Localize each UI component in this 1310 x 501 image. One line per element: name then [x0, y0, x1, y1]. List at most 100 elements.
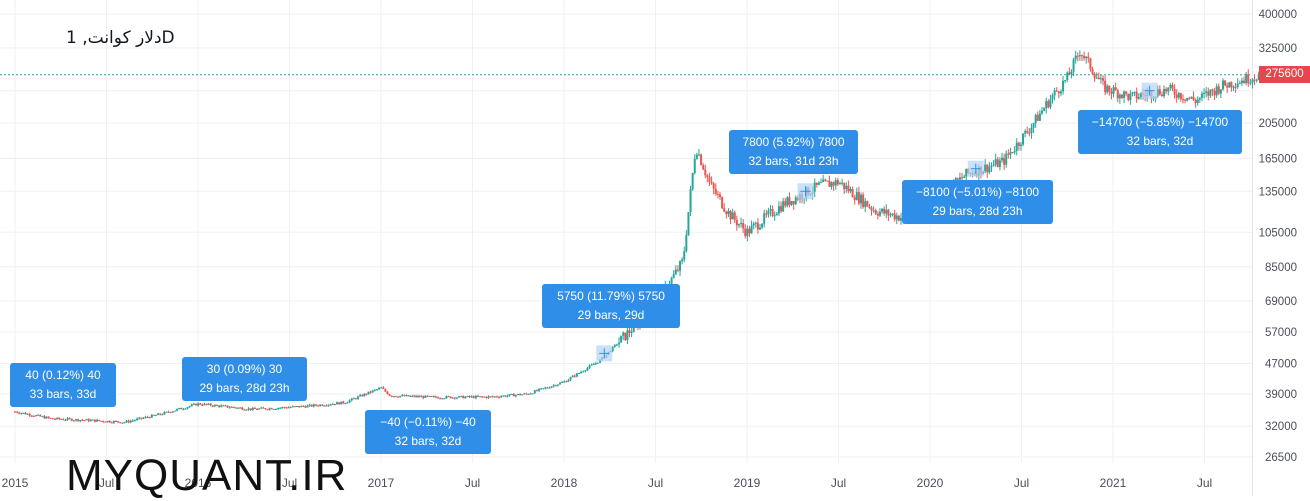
- candle-body: [891, 213, 894, 215]
- candle-body: [96, 419, 99, 422]
- candle-body: [584, 370, 587, 372]
- candle-body: [1005, 153, 1008, 165]
- candle-body: [350, 398, 353, 401]
- candle-body: [133, 420, 136, 422]
- candle-body: [594, 362, 597, 365]
- measure-markers: [596, 82, 1158, 362]
- candle-body: [32, 415, 35, 417]
- candle-body: [746, 228, 749, 237]
- candle-body: [1038, 113, 1041, 121]
- candle-body: [93, 419, 96, 422]
- candle-body: [159, 413, 162, 415]
- candle-body: [245, 409, 248, 411]
- measure-label[interactable]: 7800 (5.92%) 7800 32 bars, 31d 23h: [729, 130, 858, 174]
- candle-body: [340, 401, 343, 405]
- y-tick-label: 205000: [1259, 118, 1297, 130]
- candle-body: [380, 387, 383, 389]
- candle-body: [1072, 59, 1075, 72]
- candle-body: [1045, 101, 1048, 109]
- candle-body: [683, 251, 686, 260]
- candle-body: [487, 396, 490, 398]
- candle-body: [1120, 94, 1123, 98]
- candle-body: [346, 402, 349, 404]
- measure-label[interactable]: 30 (0.09%) 30 29 bars, 28d 23h: [182, 357, 307, 401]
- candle-body: [563, 381, 566, 383]
- candle-body: [296, 406, 299, 408]
- candle-body: [43, 416, 46, 419]
- candle-body: [721, 196, 724, 209]
- measure-label[interactable]: 5750 (11.79%) 5750 29 bars, 29d: [542, 284, 680, 328]
- candle-body: [247, 408, 250, 410]
- x-tick-label: Jul: [1197, 476, 1212, 490]
- candle-body: [163, 412, 166, 415]
- candle-body: [293, 406, 296, 408]
- candle-body: [988, 166, 991, 173]
- candle-body: [1034, 114, 1037, 124]
- candle-body: [1074, 55, 1077, 60]
- candle-body: [527, 393, 530, 395]
- candle-body: [756, 222, 759, 230]
- candle-body: [1083, 55, 1086, 59]
- measure-duration: 32 bars, 32d: [394, 434, 462, 448]
- candle-body: [464, 396, 467, 399]
- candle-body: [1049, 99, 1052, 108]
- candle-body: [733, 212, 736, 220]
- candle-body: [1089, 58, 1092, 70]
- candle-body: [508, 394, 511, 396]
- candle-body: [836, 180, 839, 185]
- measure-change: 30 (0.09%) 30: [206, 362, 283, 376]
- candle-body: [512, 393, 515, 397]
- candle-body: [323, 405, 326, 407]
- x-tick-label: 2017: [368, 476, 395, 490]
- candle-body: [201, 404, 204, 406]
- candle-body: [106, 420, 109, 423]
- measure-label[interactable]: −8100 (−5.01%) −8100 29 bars, 28d 23h: [902, 180, 1053, 224]
- candle-body: [984, 164, 987, 172]
- candle-body: [243, 409, 246, 411]
- candle-body: [1160, 94, 1163, 97]
- candle-body: [761, 223, 764, 228]
- candle-body: [695, 154, 698, 159]
- candle-body: [1207, 91, 1210, 96]
- candle-body: [1198, 97, 1201, 100]
- measure-label[interactable]: −40 (−0.11%) −40 32 bars, 32d: [365, 410, 491, 454]
- candle-body: [127, 420, 130, 423]
- candle-body: [37, 414, 40, 416]
- candle-body: [258, 408, 261, 410]
- candle-body: [331, 403, 334, 405]
- candle-body: [110, 422, 113, 424]
- candle-body: [990, 165, 993, 167]
- candle-body: [531, 393, 534, 395]
- candle-body: [866, 200, 869, 207]
- candle-body: [375, 389, 378, 391]
- candle-body: [956, 178, 959, 180]
- candle-body: [1110, 91, 1113, 94]
- candle-body: [182, 408, 185, 410]
- candle-body: [279, 407, 282, 409]
- candle-body: [611, 346, 614, 352]
- measure-change: −40 (−0.11%) −40: [380, 415, 476, 429]
- candle-body: [249, 408, 252, 410]
- measure-label[interactable]: −14700 (−5.85%) −14700 32 bars, 32d: [1078, 110, 1242, 154]
- candle-body: [1238, 83, 1241, 85]
- measure-change: 40 (0.12%) 40: [25, 368, 101, 382]
- candle-body: [1232, 86, 1235, 88]
- measure-label[interactable]: 40 (0.12%) 40 33 bars, 33d: [10, 363, 116, 407]
- candle-body: [1064, 79, 1067, 81]
- candle-body: [672, 274, 675, 279]
- candle-body: [194, 403, 197, 406]
- candle-body: [167, 411, 170, 413]
- candle-body: [437, 397, 440, 399]
- candle-body: [708, 177, 711, 182]
- candle-body: [335, 402, 338, 405]
- candle-body: [1205, 91, 1208, 93]
- candle-body: [1215, 86, 1218, 96]
- candle-body: [575, 373, 578, 377]
- candle-body: [415, 395, 418, 397]
- candle-body: [582, 371, 585, 373]
- candle-body: [752, 223, 755, 226]
- candle-body: [567, 379, 570, 382]
- candle-body: [723, 208, 726, 212]
